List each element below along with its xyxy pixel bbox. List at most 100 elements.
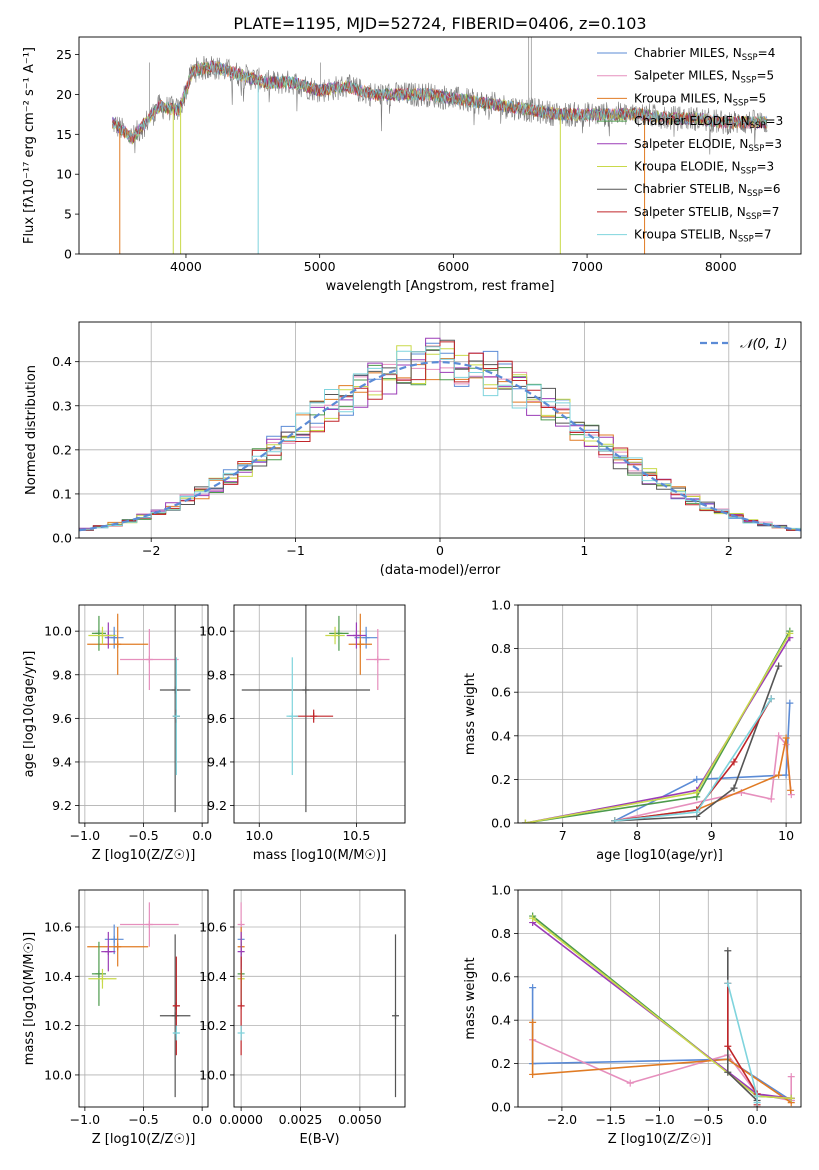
figure-title: PLATE=1195, MJD=52724, FIBERID=0406, z=0…	[233, 14, 646, 33]
point-marker	[145, 656, 153, 663]
chart-spectrum: 4000 5000 6000 7000 8000 0 5 10 15 20 25 wavelength…	[22, 36, 802, 294]
chart-residual-hist: −2 −1 0 1 2 0.0 0.1 0.2 0.3 0.4 (data-model)/error…	[24, 321, 802, 578]
errorbar-point	[286, 657, 299, 776]
y-tick-label: 0.4	[491, 728, 511, 743]
model-line-salpeter-stelib	[112, 60, 768, 143]
x-tick-label: 7	[559, 828, 567, 843]
errorbar-point	[87, 613, 149, 675]
point-marker	[288, 712, 296, 720]
weight-marker	[626, 1079, 634, 1087]
errorbar-point	[101, 931, 116, 972]
point-marker	[352, 632, 360, 640]
point-marker	[374, 656, 382, 663]
errorbar-point	[104, 924, 124, 955]
axes-frame	[78, 889, 209, 1108]
weight-line	[531, 1022, 792, 1104]
point-marker	[392, 1012, 399, 1020]
x-tick-label: 0.0	[747, 1112, 767, 1127]
errorbar-point	[241, 605, 371, 813]
weight-marker	[730, 758, 738, 766]
point-marker	[110, 935, 118, 943]
weight-marker	[782, 734, 790, 742]
point-marker	[172, 1029, 180, 1037]
y-tick-label: 9.4	[52, 754, 72, 769]
weight-marker	[753, 1092, 761, 1100]
errorbar-point	[325, 626, 345, 645]
errorbar-point	[346, 622, 367, 649]
x-tick-label: −0.5	[128, 828, 158, 843]
y-tick-label: 20	[56, 87, 72, 102]
plot-area	[241, 605, 390, 813]
weight-line	[531, 987, 792, 1102]
point-marker	[98, 632, 106, 640]
y-tick-label: 10.0	[44, 624, 72, 639]
errorbar-point	[91, 941, 106, 1006]
point-marker	[237, 1002, 245, 1010]
y-tick-label: 0.2	[491, 1056, 511, 1071]
legend-entry: 𝒩(0, 1)	[740, 337, 787, 352]
y-tick-label: 10.2	[199, 1018, 227, 1033]
x-tick-label: 8000	[705, 259, 737, 274]
errorbar-point	[366, 628, 390, 691]
x-axis-label: mass [log10(M/M☉)]	[253, 848, 386, 863]
weight-marker	[753, 1099, 761, 1107]
x-tick-label: 10.0	[245, 828, 273, 843]
weight-marker	[775, 732, 783, 740]
point-marker	[310, 712, 318, 720]
errorbar-point	[159, 605, 191, 813]
model-line-kroupa-stelib	[112, 61, 768, 140]
chart-mass-vs-z: −1.0 −0.5 0.0 10.0 10.2 10.4 10.6 Z [log10(Z/Z☉…	[22, 889, 212, 1147]
errorbar-point	[88, 626, 117, 645]
y-tick-label: 9.8	[207, 667, 227, 682]
errorbar-point	[354, 626, 378, 649]
errorbar-point	[348, 613, 372, 675]
errorbar-point	[237, 956, 245, 1056]
axes-frame	[517, 604, 802, 824]
point-marker	[237, 1029, 245, 1037]
chart-weight-vs-age: 7 8 9 10 0.0 0.2 0.4 0.6 0.8 1.0 age [log10(age/yr…	[463, 598, 802, 863]
y-tick-label: 0.2	[491, 772, 511, 787]
plot-area	[87, 605, 191, 813]
weight-marker	[724, 947, 732, 955]
weight-marker	[611, 817, 619, 823]
plot-area	[237, 902, 399, 1098]
weight-line	[614, 665, 780, 822]
weight-marker	[767, 795, 775, 803]
x-tick-label: −1.5	[596, 1112, 626, 1127]
x-tick-label: 1	[580, 543, 588, 558]
y-tick-label: 0.1	[52, 486, 72, 501]
x-axis-label: age [log10(age/yr)]	[596, 848, 723, 863]
plot-area	[521, 627, 795, 823]
weight-marker	[787, 786, 795, 794]
point-marker	[104, 948, 112, 956]
y-axis-label: mass weight	[463, 673, 478, 755]
plot-area	[112, 37, 768, 254]
y-tick-label: 0.3	[52, 398, 72, 413]
y-tick-label: 1.0	[491, 598, 511, 613]
x-axis-label: Z [log10(Z/Z☉)]	[608, 1132, 712, 1147]
errorbar-point	[172, 956, 180, 1056]
y-tick-label: 0.2	[52, 442, 72, 457]
weight-series-kroupa-elodie	[521, 629, 794, 823]
point-marker	[114, 943, 122, 951]
x-tick-label: 4000	[170, 259, 202, 274]
axes-frame	[517, 889, 802, 1108]
axes-frame	[78, 36, 802, 255]
y-tick-label: 0.6	[491, 685, 511, 700]
x-tick-label: 0.0	[192, 828, 212, 843]
errorbar-point	[172, 1025, 180, 1041]
x-axis-label: wavelength [Angstrom, rest frame]	[326, 279, 555, 294]
weight-marker	[724, 1068, 732, 1076]
x-axis-label: E(B-V)	[299, 1132, 339, 1147]
y-tick-label: 0.8	[491, 926, 511, 941]
point-marker	[302, 686, 310, 694]
y-tick-label: 5	[64, 207, 72, 222]
weight-marker	[693, 788, 701, 796]
y-tick-label: 10	[56, 167, 72, 182]
errorbar-point	[294, 709, 334, 723]
y-tick-label: 9.8	[52, 667, 72, 682]
weight-marker	[775, 662, 783, 670]
weight-marker	[782, 771, 790, 779]
histogram-kroupa-stelib	[79, 346, 801, 530]
weight-marker	[693, 775, 701, 783]
